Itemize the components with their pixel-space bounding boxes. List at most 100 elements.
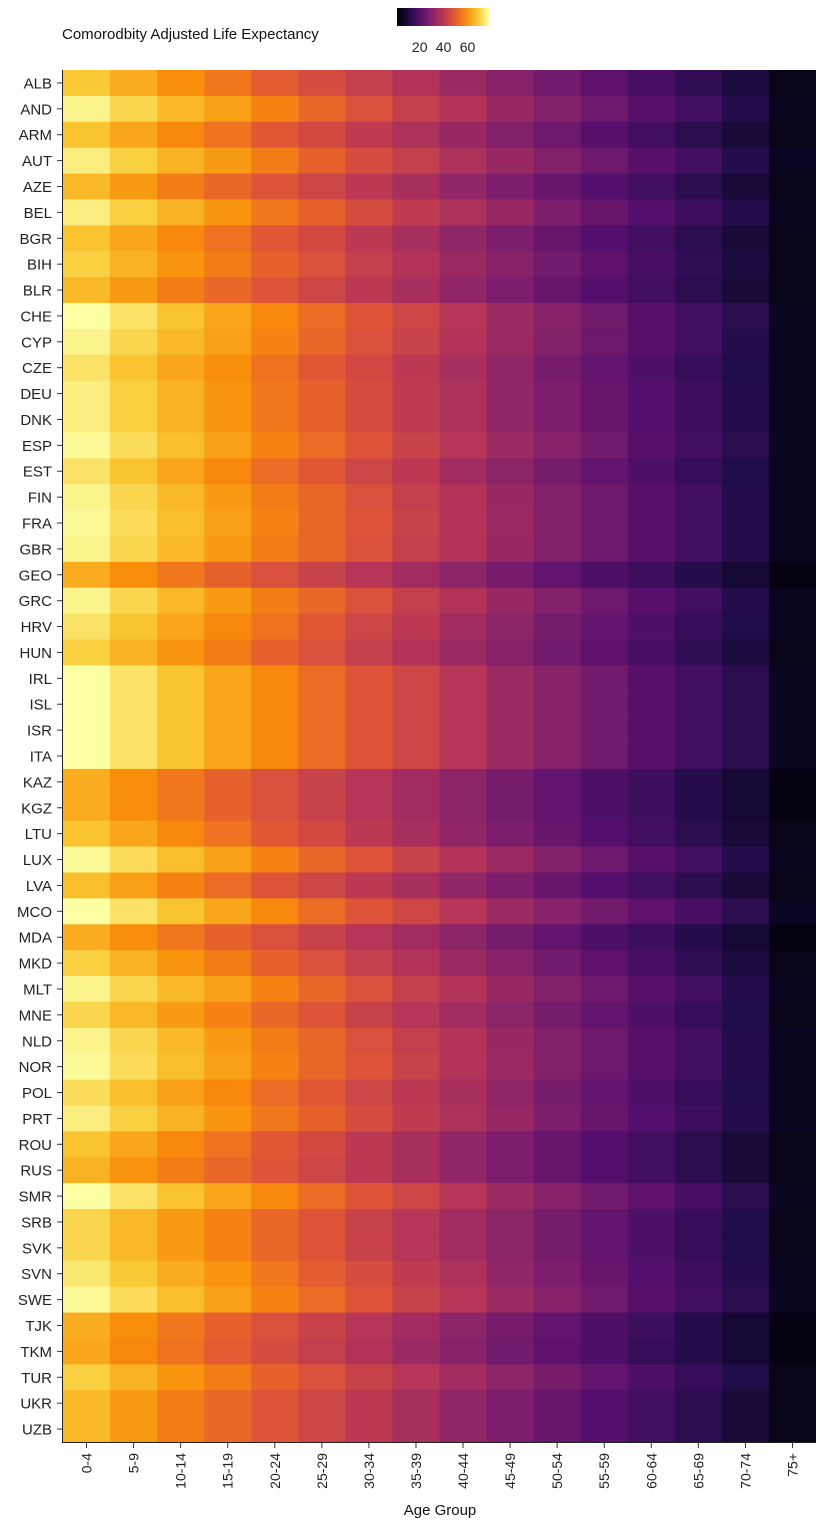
heatmap-cell: [251, 1416, 299, 1443]
heatmap-cell: [768, 1209, 816, 1236]
heatmap-cell: [204, 458, 252, 485]
heatmap-cell: [204, 380, 252, 408]
heatmap-cell: [157, 561, 205, 589]
heatmap-cell: [486, 950, 535, 977]
heatmap-cell: [486, 846, 535, 874]
heatmap-cell: [157, 898, 205, 925]
heatmap-cell: [580, 1157, 629, 1184]
heatmap-cell: [298, 613, 346, 641]
heatmap-cell: [110, 976, 158, 1003]
heatmap-cell: [627, 1234, 676, 1262]
heatmap-cell: [533, 1079, 582, 1107]
heatmap-cell: [674, 484, 723, 511]
heatmap-cell: [251, 1209, 299, 1236]
heatmap-cell: [674, 924, 723, 951]
heatmap-cell: [63, 820, 111, 848]
heatmap-cell: [110, 225, 158, 252]
x-tick-label: 5-9: [126, 1453, 142, 1473]
heatmap-cell: [204, 794, 252, 822]
heatmap-cell: [63, 1286, 111, 1314]
heatmap-cell: [486, 458, 535, 485]
heatmap-cell: [674, 561, 723, 589]
heatmap-cell: [768, 328, 816, 356]
heatmap-cell: [721, 1390, 770, 1417]
heatmap-cell: [486, 70, 535, 97]
heatmap-cell: [110, 768, 158, 796]
heatmap-cell: [392, 924, 441, 951]
heatmap-cell: [157, 1001, 205, 1029]
heatmap-cell: [627, 1183, 676, 1210]
heatmap-cell: [204, 225, 252, 252]
heatmap-cell: [674, 70, 723, 97]
heatmap-cell: [298, 872, 346, 899]
heatmap-cell: [674, 535, 723, 563]
heatmap-cell: [674, 199, 723, 226]
heatmap-cell: [298, 147, 346, 175]
heatmap-cell: [157, 1312, 205, 1340]
y-tick-label: BLR: [23, 283, 52, 300]
heatmap-cell: [486, 1338, 535, 1365]
heatmap-cell: [63, 1364, 111, 1391]
heatmap-cell: [157, 147, 205, 175]
heatmap-cell: [721, 976, 770, 1003]
heatmap-cell: [204, 587, 252, 615]
heatmap-cell: [486, 665, 535, 692]
heatmap-cell: [251, 717, 299, 744]
heatmap-cell: [627, 665, 676, 692]
y-tick-label: SWE: [18, 1292, 52, 1309]
heatmap-cell: [204, 898, 252, 925]
heatmap-cell: [627, 484, 676, 511]
heatmap-cell: [721, 820, 770, 848]
heatmap-cell: [110, 458, 158, 485]
heatmap-cell: [110, 510, 158, 537]
heatmap-cell: [627, 535, 676, 563]
heatmap-cell: [768, 768, 816, 796]
heatmap-cell: [580, 328, 629, 356]
x-axis-title: Age Group: [404, 1502, 477, 1519]
heatmap-cell: [251, 872, 299, 899]
heatmap-cell: [63, 95, 111, 123]
heatmap-cell: [533, 302, 582, 330]
heatmap-cell: [627, 639, 676, 666]
heatmap-cell: [63, 302, 111, 330]
heatmap-cell: [345, 1260, 394, 1288]
heatmap-cell: [345, 225, 394, 252]
x-tick-label: 70-74: [737, 1453, 753, 1489]
heatmap-cell: [392, 872, 441, 899]
heatmap-cell: [298, 406, 346, 434]
heatmap-cell: [674, 743, 723, 770]
heatmap-cell: [580, 639, 629, 666]
heatmap-cell: [627, 1079, 676, 1107]
heatmap-cell: [110, 587, 158, 615]
heatmap-cell: [674, 976, 723, 1003]
heatmap-cell: [768, 484, 816, 511]
heatmap-cell: [345, 70, 394, 97]
heatmap-cell: [157, 121, 205, 149]
heatmap-cell: [157, 1131, 205, 1158]
heatmap-cell: [674, 121, 723, 149]
x-tick-label: 15-19: [220, 1453, 236, 1489]
heatmap-cell: [439, 121, 488, 149]
heatmap-cell: [439, 510, 488, 537]
heatmap-cell: [768, 924, 816, 951]
heatmap-cell: [157, 820, 205, 848]
heatmap-cell: [345, 1286, 394, 1314]
heatmap-cell: [110, 380, 158, 408]
heatmap-cell: [627, 1364, 676, 1391]
heatmap-cell: [392, 950, 441, 977]
heatmap-cell: [110, 95, 158, 123]
heatmap-cell: [768, 147, 816, 175]
heatmap-cell: [580, 1234, 629, 1262]
heatmap-cell: [345, 587, 394, 615]
heatmap-cell: [110, 432, 158, 459]
heatmap-cell: [63, 1390, 111, 1417]
heatmap-cell: [392, 691, 441, 718]
heatmap-cell: [580, 251, 629, 278]
heatmap-cell: [627, 976, 676, 1003]
heatmap-cell: [157, 924, 205, 951]
heatmap-cell: [627, 691, 676, 718]
heatmap-cell: [157, 354, 205, 382]
y-tick-label: TUR: [21, 1370, 52, 1387]
heatmap-cell: [674, 768, 723, 796]
heatmap-cell: [157, 1390, 205, 1417]
